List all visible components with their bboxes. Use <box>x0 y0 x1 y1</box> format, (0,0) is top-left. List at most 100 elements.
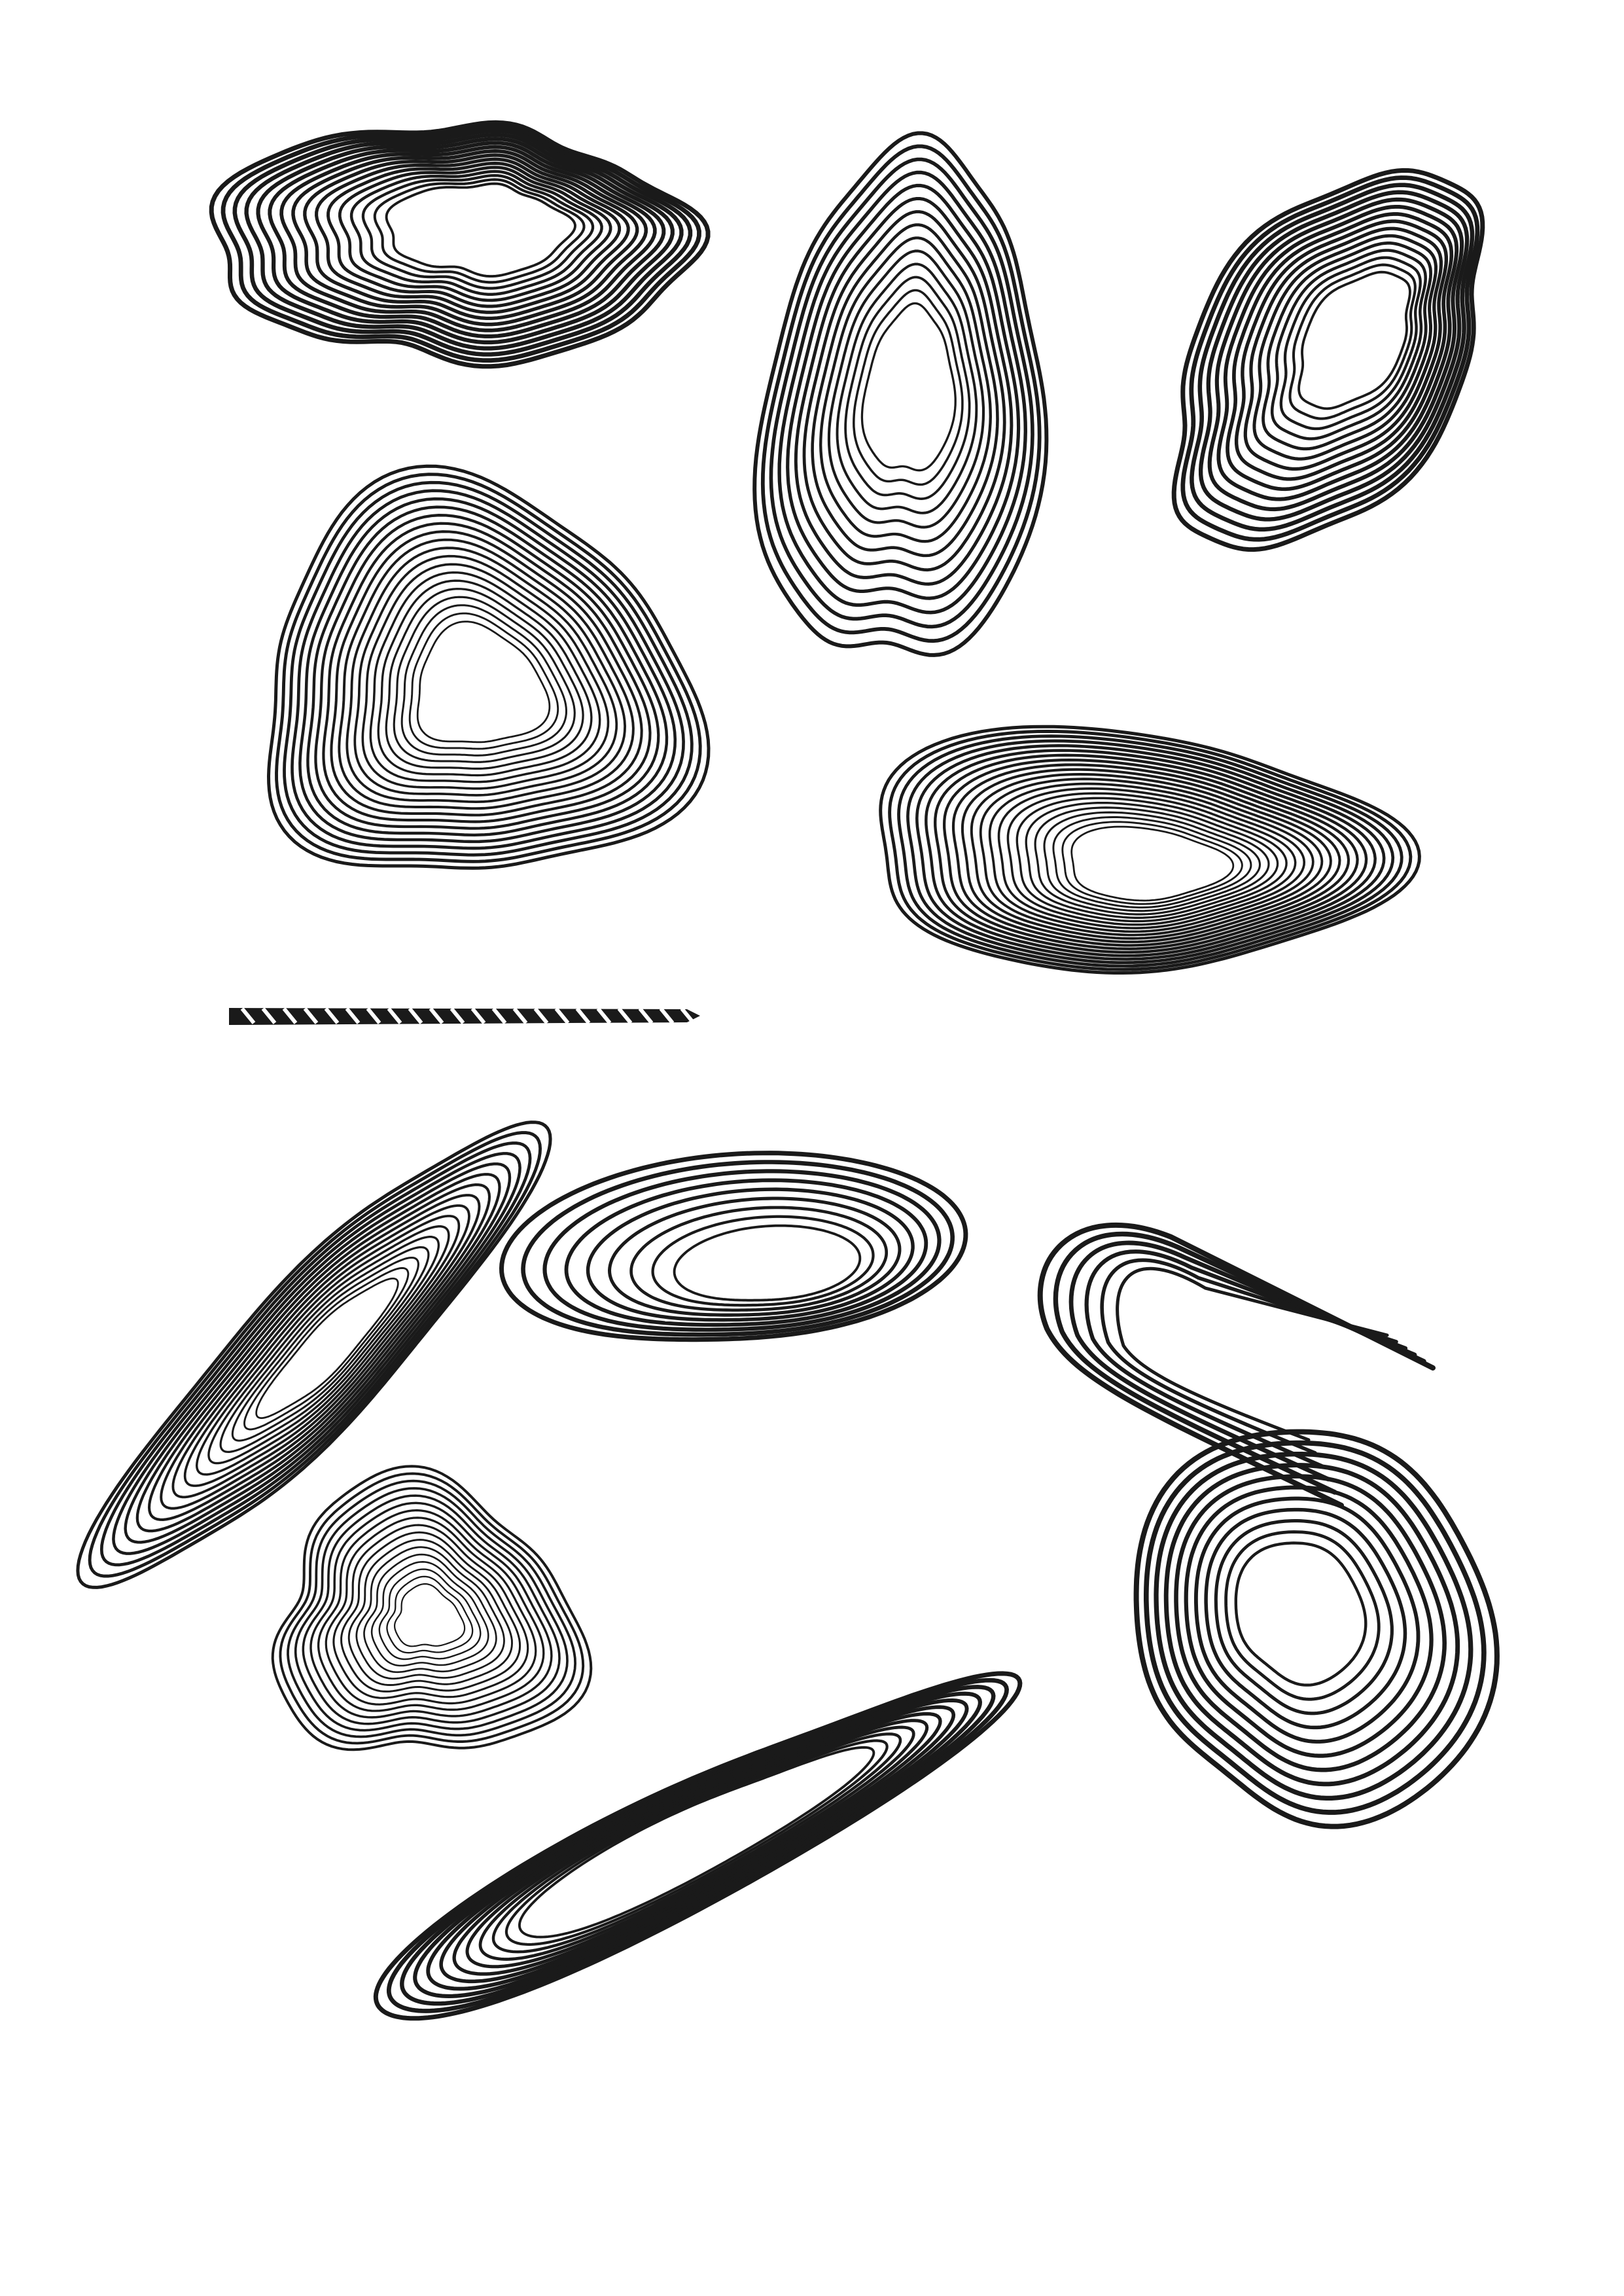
blob-bottom-left-small-ring <box>317 1509 545 1712</box>
blob-mid-left-ring <box>338 538 635 810</box>
blob-top-left-ring <box>221 124 701 363</box>
divider-stripe-hatch <box>450 1007 465 1024</box>
blob-bottom-left-diagonal-ring <box>195 1225 450 1476</box>
blob-mid-right-ring <box>979 778 1324 937</box>
blob-top-center-ring <box>836 262 978 514</box>
blob-top-right-ring <box>1171 168 1485 552</box>
blob-top-right-ring <box>1180 175 1480 542</box>
blob-bottom-left-small-ring <box>271 1465 593 1751</box>
blob-bottom-center-teardrop-ring <box>607 1196 902 1317</box>
blob-top-center <box>752 131 1049 657</box>
divider-stripe-hatch <box>596 1007 612 1024</box>
divider-stripe-hatch <box>303 1007 319 1024</box>
blob-bottom-right-rings-ring <box>1204 1507 1407 1730</box>
blob-mid-left-ring <box>275 473 702 863</box>
blob-top-right-ring <box>1297 270 1411 410</box>
blob-mid-right-ring <box>988 782 1315 933</box>
divider-stripe-hatch <box>659 1007 675 1024</box>
blob-bottom-right-rings-ring <box>1214 1519 1394 1715</box>
divider-stripe-hatch <box>512 1007 528 1024</box>
blob-bottom-elongated-ring <box>400 1685 996 2006</box>
blob-top-right-ring <box>1279 256 1422 431</box>
blob-mid-left-ring <box>283 480 694 857</box>
blob-mid-right-ring <box>1061 821 1243 905</box>
blob-top-right-ring <box>1216 204 1459 501</box>
blob-top-left-ring <box>315 157 630 314</box>
blob-mid-left-ring <box>416 620 551 744</box>
blob-bottom-left-small-ring <box>302 1494 561 1725</box>
blob-mid-left-ring <box>408 612 559 750</box>
divider-stripe-hatch <box>366 1007 381 1024</box>
blob-bottom-left-diagonal-ring <box>243 1267 410 1431</box>
blob-top-right-ring <box>1226 212 1454 492</box>
blob-bottom-left-small-ring <box>332 1524 529 1699</box>
blob-bottom-center-teardrop-ring <box>673 1224 862 1302</box>
blob-mid-right-ring <box>925 749 1377 958</box>
blob-bottom-elongated-ring <box>478 1725 915 1961</box>
blob-top-center-ring <box>860 302 957 472</box>
blob-top-right-ring <box>1270 249 1427 440</box>
divider-stripe-hatch <box>282 1007 298 1024</box>
blob-top-right-ring <box>1252 234 1438 461</box>
blob-bottom-left-small-ring <box>378 1568 482 1660</box>
blob-bottom-left-diagonal-ring <box>99 1141 532 1567</box>
blob-bottom-center-teardrop-ring <box>586 1187 915 1322</box>
blob-bottom-left-small-ring <box>279 1472 585 1745</box>
divider-stripe-hatch <box>617 1007 633 1024</box>
blob-bottom-right-rings-ring <box>1154 1451 1474 1801</box>
blob-bottom-right-rings-ring <box>1224 1530 1381 1701</box>
blob-bottom-left-small-ring <box>386 1575 474 1654</box>
blob-bottom-right-rings-ring <box>1234 1541 1368 1687</box>
blob-mid-left-ring <box>369 571 601 783</box>
blob-top-center-ring <box>760 144 1042 643</box>
blob-bottom-right-open-ring <box>1100 1258 1398 1455</box>
blob-bottom-left-diagonal-ring <box>147 1183 491 1521</box>
blob-bottom-center-teardrop-ring <box>542 1169 942 1332</box>
blob-mid-left-ring <box>298 497 677 844</box>
divider-stripe-hatch <box>408 1007 423 1024</box>
blob-top-right-ring <box>1234 219 1449 481</box>
blob-top-center-ring <box>752 131 1049 657</box>
blob-bottom-left-diagonal-ring <box>171 1204 470 1499</box>
blob-mid-left-ring <box>345 547 627 804</box>
blob-bottom-left-diagonal-ring <box>219 1246 430 1454</box>
blob-top-left-ring <box>373 178 586 284</box>
blob-bottom-right-open-ring <box>1053 1231 1426 1495</box>
blob-mid-right-ring <box>951 763 1350 947</box>
blob-mid-left-ring <box>393 596 576 763</box>
blob-mid-left-ring <box>322 522 652 823</box>
blob-mid-right-ring <box>1043 811 1262 912</box>
divider-stripe-hatch <box>575 1007 591 1024</box>
blob-top-right-ring <box>1190 183 1475 532</box>
blob-mid-left-ring <box>385 588 584 770</box>
blob-mid-right-ring <box>942 758 1359 950</box>
blob-bottom-elongated-ring <box>426 1698 969 1991</box>
blob-mid-right-ring <box>888 729 1413 971</box>
blob-top-left-ring <box>385 182 576 278</box>
blob-bottom-left-diagonal <box>76 1121 552 1589</box>
blob-top-right-ring <box>1207 197 1464 512</box>
divider-stripe-hatch <box>554 1007 570 1024</box>
blob-bottom-left-small-ring <box>394 1583 466 1647</box>
blob-bottom-left-diagonal-ring <box>207 1236 440 1465</box>
blob-mid-left-ring <box>353 554 618 797</box>
blob-mid-left-ring <box>314 514 660 830</box>
blob-mid-left-ring <box>400 604 567 757</box>
blob-bottom-left-small-ring <box>309 1501 553 1719</box>
blob-bottom-right-open-ring <box>1084 1249 1408 1469</box>
blob-top-right <box>1171 168 1485 552</box>
blob-bottom-left-diagonal-ring <box>183 1215 461 1487</box>
blob-bottom-left-diagonal-ring <box>88 1131 542 1578</box>
blob-bottom-center-teardrop <box>499 1151 968 1342</box>
blob-bottom-right-rings-ring <box>1163 1463 1460 1787</box>
blob-top-center-ring <box>819 236 992 543</box>
blob-bottom-left-small-ring <box>370 1561 489 1667</box>
blob-mid-left-ring <box>306 505 669 837</box>
blob-mid-right-ring <box>997 787 1306 929</box>
blob-bottom-center-teardrop-ring <box>499 1151 968 1342</box>
blob-mid-left-ring <box>291 489 685 850</box>
blob-bottom-elongated-ring <box>413 1691 982 1998</box>
blob-bottom-left-small-ring <box>340 1531 521 1693</box>
blob-bottom-left-diagonal-ring <box>124 1162 512 1544</box>
